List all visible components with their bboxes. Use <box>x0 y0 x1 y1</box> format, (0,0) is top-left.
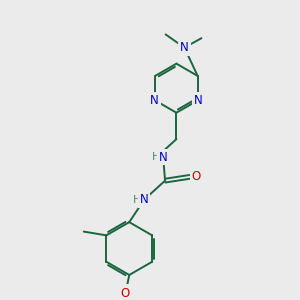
Text: N: N <box>140 193 148 206</box>
Text: N: N <box>159 151 168 164</box>
Text: O: O <box>192 170 201 183</box>
Text: O: O <box>121 287 130 300</box>
Text: N: N <box>150 94 159 107</box>
Text: N: N <box>194 94 203 107</box>
Text: H: H <box>133 194 141 205</box>
Text: H: H <box>152 152 160 162</box>
Text: N: N <box>180 41 189 54</box>
